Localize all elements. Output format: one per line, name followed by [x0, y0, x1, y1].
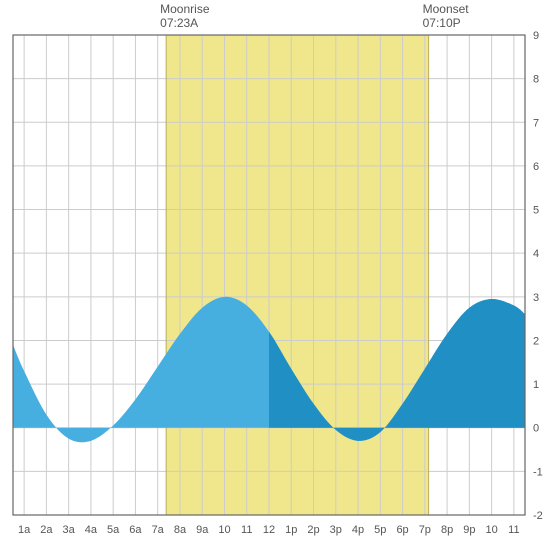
- x-tick-label: 4a: [85, 524, 98, 536]
- x-tick-label: 7p: [419, 524, 431, 536]
- moonset-label: Moonset 07:10P: [423, 2, 469, 30]
- x-tick-label: 11: [508, 524, 519, 536]
- x-tick-label: 5a: [107, 524, 120, 536]
- x-tick-label: 1a: [18, 524, 31, 536]
- x-tick-label: 6a: [129, 524, 142, 536]
- y-tick-label: 7: [533, 117, 539, 129]
- y-tick-label: 0: [533, 423, 539, 435]
- x-tick-label: 8p: [441, 524, 453, 536]
- x-tick-label: 6p: [396, 524, 408, 536]
- y-tick-label: 6: [533, 161, 539, 173]
- moonset-title: Moonset: [423, 2, 469, 16]
- y-tick-label: 8: [533, 74, 539, 86]
- moonset-time: 07:10P: [423, 16, 469, 30]
- x-tick-label: 3p: [330, 524, 342, 536]
- moonrise-time: 07:23A: [160, 16, 209, 30]
- x-tick-label: 5p: [374, 524, 386, 536]
- x-tick-label: 3a: [63, 524, 76, 536]
- x-tick-label: 7a: [152, 524, 165, 536]
- y-tick-label: 3: [533, 292, 539, 304]
- x-tick-label: 11: [241, 524, 252, 536]
- x-tick-label: 4p: [352, 524, 364, 536]
- moonrise-label: Moonrise 07:23A: [160, 2, 209, 30]
- tide-chart: -2-101234567891a2a3a4a5a6a7a8a9a1011121p…: [0, 0, 550, 550]
- y-tick-label: 2: [533, 335, 539, 347]
- x-tick-label: 10: [218, 524, 230, 536]
- x-tick-label: 8a: [174, 524, 187, 536]
- x-tick-label: 1p: [285, 524, 297, 536]
- x-tick-label: 10: [485, 524, 497, 536]
- y-tick-label: 4: [533, 248, 539, 260]
- x-tick-label: 2a: [40, 524, 53, 536]
- x-tick-label: 2p: [307, 524, 319, 536]
- x-tick-label: 9a: [196, 524, 209, 536]
- y-tick-label: -1: [533, 466, 543, 478]
- moonrise-title: Moonrise: [160, 2, 209, 16]
- x-tick-label: 12: [263, 524, 275, 536]
- y-tick-label: 1: [533, 379, 539, 391]
- tide-chart-svg: -2-101234567891a2a3a4a5a6a7a8a9a1011121p…: [0, 0, 550, 550]
- x-tick-label: 9p: [463, 524, 475, 536]
- y-tick-label: 9: [533, 30, 539, 42]
- y-tick-label: 5: [533, 205, 539, 217]
- y-tick-label: -2: [533, 510, 543, 522]
